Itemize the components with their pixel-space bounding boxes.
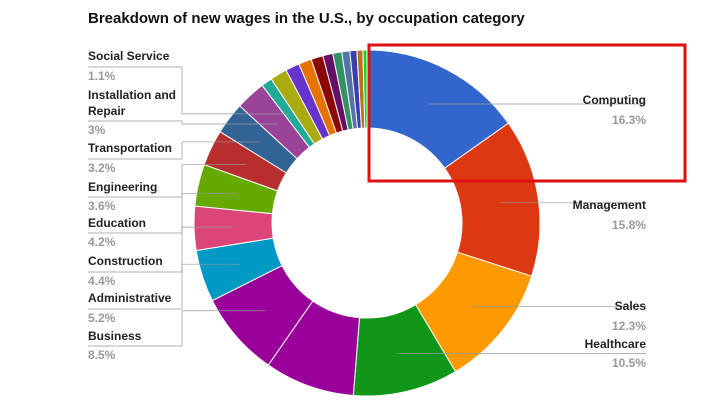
slice-value-label: 1.1%: [88, 69, 116, 83]
slice-label: Sales: [614, 299, 646, 313]
slice-label: Engineering: [88, 180, 158, 194]
slices: [193, 49, 541, 397]
slice-label: Healthcare: [584, 337, 646, 351]
slice-label: Business: [88, 329, 142, 343]
leader-line: [88, 226, 234, 273]
slice-value-label: 3.2%: [88, 161, 116, 175]
slice: [362, 49, 368, 129]
leader-line: [88, 310, 266, 347]
leader-line: [88, 66, 290, 115]
slice-label: Computing: [582, 93, 646, 107]
slice-value-label: 16.3%: [611, 113, 646, 127]
highlight-box: [367, 43, 687, 183]
leader-line: [88, 120, 277, 125]
leader-line: [88, 164, 247, 198]
slice-label: Construction: [88, 254, 163, 268]
leader-line: [88, 141, 261, 160]
slice-value-label: 5.2%: [88, 311, 116, 325]
leaders: [88, 66, 646, 354]
slice-label: Social Service: [88, 49, 170, 63]
slice-value-label: 10.5%: [611, 356, 646, 370]
slice-value-label: 3%: [88, 123, 106, 137]
slice-value-label: 8.5%: [88, 348, 116, 362]
slice-value-label: 15.8%: [611, 218, 646, 232]
slice-label: Transportation: [88, 141, 173, 155]
leader-line: [88, 263, 240, 310]
slice-label: Installation and Repair: [88, 88, 177, 118]
chart-title: Breakdown of new wages in the U.S., by o…: [88, 10, 525, 27]
slice-label: Education: [88, 216, 147, 230]
slice-value-label: 4.2%: [88, 235, 116, 249]
slice-value-label: 12.3%: [611, 319, 646, 333]
leader-line: [88, 193, 237, 234]
slice-value-label: 4.4%: [88, 274, 116, 288]
slice-label: Management: [572, 198, 646, 212]
slice-value-label: 3.6%: [88, 199, 116, 213]
slice-label: Administrative: [88, 291, 172, 305]
